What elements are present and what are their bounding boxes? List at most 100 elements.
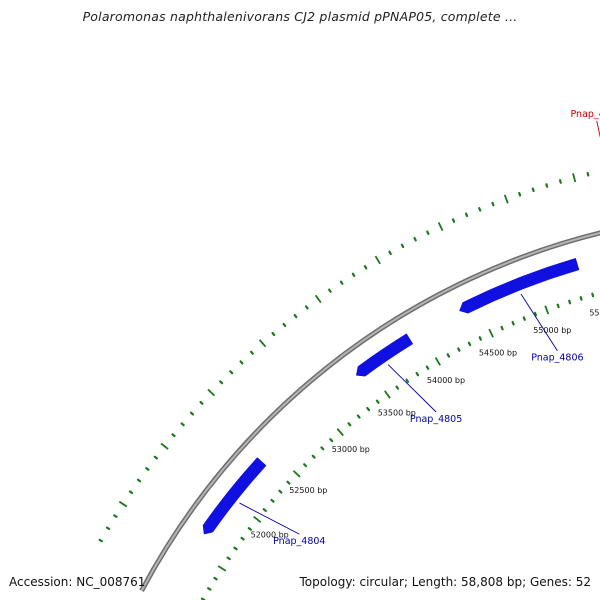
inner-minor-tick — [303, 463, 308, 468]
outer-minor-tick — [558, 179, 562, 184]
outer-minor-tick — [271, 331, 276, 337]
outer-minor-tick — [413, 236, 417, 242]
outer-minor-tick — [400, 243, 405, 249]
outer-minor-tick — [293, 313, 298, 319]
outer-minor-tick — [451, 218, 456, 223]
inner-minor-tick — [240, 536, 245, 541]
length-label: Length: 58,808 bp; — [411, 575, 527, 589]
inner-tick-ring — [200, 292, 595, 600]
inner-minor-tick — [207, 587, 212, 591]
inner-minor-tick — [395, 385, 400, 390]
gene-label: Pnap_4807 — [571, 109, 600, 120]
inner-major-tick — [292, 470, 301, 478]
inner-minor-tick — [286, 480, 291, 485]
gene-leader-line — [387, 364, 437, 413]
inner-minor-tick — [233, 546, 238, 551]
backbone-outer — [139, 230, 600, 592]
inner-major-tick — [544, 305, 550, 315]
inner-minor-tick — [511, 320, 515, 326]
inner-minor-tick — [405, 378, 410, 383]
tick-label: 55000 bp — [533, 326, 571, 335]
outer-minor-tick — [145, 467, 150, 471]
outer-minor-tick — [113, 514, 118, 518]
inner-major-tick — [434, 357, 441, 366]
outer-minor-tick — [586, 171, 590, 177]
outer-major-tick — [258, 339, 267, 348]
outer-major-tick — [374, 255, 381, 265]
tick-label: 54500 bp — [479, 349, 517, 358]
tick-label: 53500 bp — [378, 409, 416, 418]
inner-major-tick — [384, 390, 391, 399]
outer-minor-tick — [491, 201, 495, 207]
inner-minor-tick — [247, 527, 252, 531]
inner-major-tick — [253, 515, 262, 523]
inner-minor-tick — [579, 296, 583, 301]
gene-label: Pnap_4805 — [410, 414, 462, 425]
gene-features — [202, 257, 580, 535]
plasmid-backbone — [139, 230, 600, 592]
tick-label: 52000 bp — [251, 530, 289, 539]
inner-minor-tick — [522, 316, 526, 321]
outer-major-tick — [160, 442, 169, 450]
pnap-4804-feature — [202, 457, 267, 535]
tick-label: 55500 bp — [589, 308, 600, 317]
outer-major-tick — [572, 173, 577, 183]
outer-minor-tick — [363, 265, 368, 270]
tick-label: 52500 bp — [289, 486, 327, 495]
inner-minor-tick — [270, 498, 275, 503]
outer-minor-tick — [426, 230, 430, 236]
outer-major-tick — [314, 294, 322, 304]
outer-tick-ring — [98, 171, 590, 543]
outer-minor-tick — [105, 526, 111, 531]
outer-minor-tick — [180, 422, 185, 427]
gene-label: Pnap_4806 — [531, 353, 583, 364]
tick-label: 54000 bp — [427, 376, 465, 385]
backbone-highlight — [140, 232, 600, 592]
outer-minor-tick — [219, 380, 224, 385]
outer-minor-tick — [388, 250, 392, 256]
inner-minor-tick — [533, 311, 538, 317]
outer-minor-tick — [189, 411, 195, 416]
inner-minor-tick — [446, 353, 451, 358]
inner-minor-tick — [375, 399, 380, 404]
inner-minor-tick — [366, 406, 371, 412]
inner-minor-tick — [556, 303, 560, 309]
outer-minor-tick — [518, 191, 522, 197]
tick-labels: 52000 bp 52500 bp 53000 bp 53500 bp 54000 bp… — [251, 308, 600, 539]
inner-minor-tick — [262, 508, 267, 512]
outer-minor-tick — [171, 433, 176, 438]
outer-minor-tick — [282, 322, 287, 328]
inner-major-tick — [217, 565, 227, 572]
outer-major-tick — [503, 194, 509, 204]
outer-minor-tick — [199, 400, 204, 405]
outer-minor-tick — [229, 370, 234, 375]
inner-major-tick — [488, 328, 494, 338]
inner-minor-tick — [356, 414, 361, 419]
outer-major-tick — [118, 500, 128, 508]
inner-minor-tick — [425, 365, 430, 370]
gene-leader-line — [520, 293, 558, 351]
genome-summary: Topology: circular; Length: 58,808 bp; G… — [300, 575, 592, 589]
outer-minor-tick — [128, 490, 134, 495]
outer-minor-tick — [464, 212, 469, 218]
inner-minor-tick — [591, 292, 595, 298]
pnap-4806-feature — [459, 257, 580, 314]
inner-minor-tick — [500, 325, 504, 331]
inner-minor-tick — [347, 422, 352, 427]
inner-minor-tick — [329, 438, 334, 443]
inner-minor-tick — [568, 299, 572, 305]
map-title: Polaromonas naphthalenivorans CJ2 plasmi… — [82, 9, 518, 24]
outer-minor-tick — [153, 455, 158, 460]
inner-major-tick — [336, 428, 344, 437]
outer-minor-tick — [239, 360, 244, 365]
inner-minor-tick — [213, 576, 218, 581]
tick-label: 53000 bp — [332, 445, 370, 454]
accession-label: Accession: NC_008761 — [9, 575, 146, 589]
inner-minor-tick — [278, 489, 283, 494]
inner-minor-tick — [311, 454, 316, 459]
pnap-4805-feature — [356, 333, 414, 377]
inner-minor-tick — [415, 371, 420, 377]
outer-minor-tick — [478, 207, 482, 212]
outer-minor-tick — [339, 280, 344, 285]
inner-minor-tick — [457, 347, 461, 352]
